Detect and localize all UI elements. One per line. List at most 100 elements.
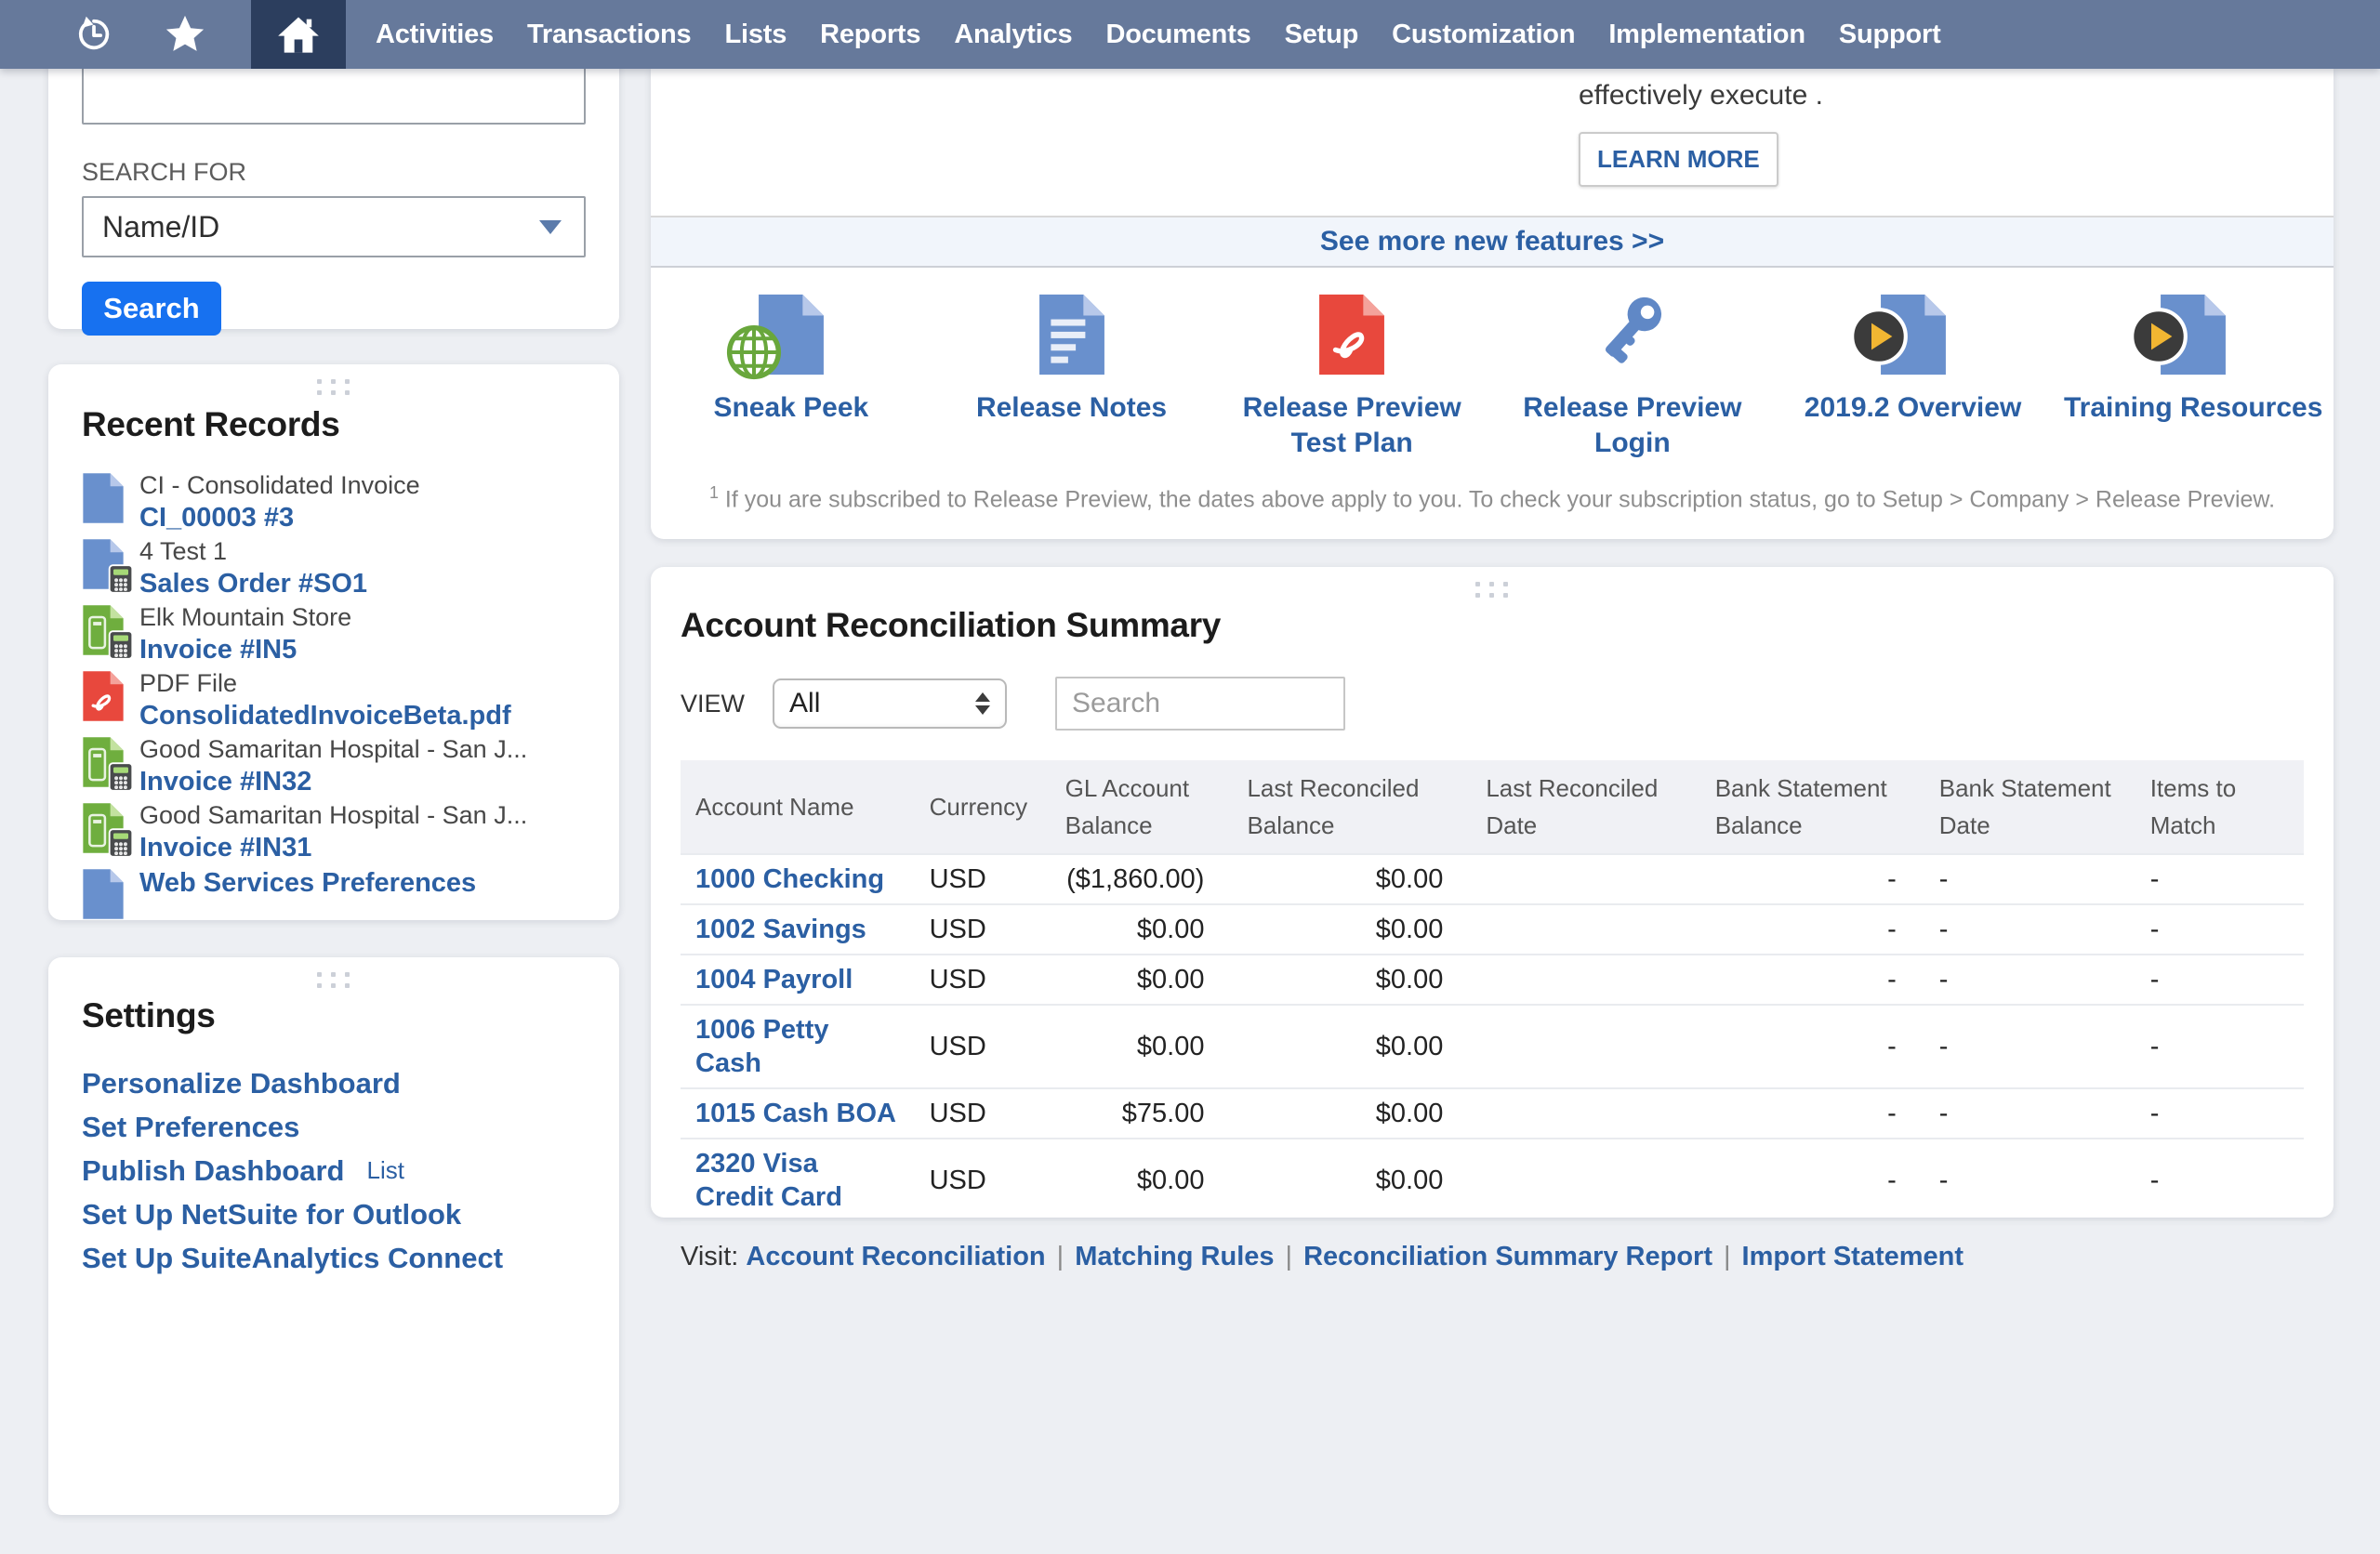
record-link[interactable]: Invoice #IN32 — [139, 765, 311, 798]
column-header: Last Reconciled Balance — [1232, 760, 1471, 854]
feature-label: Training Resources — [2053, 390, 2334, 426]
table-row: 2320 Visa Credit CardUSD$0.00$0.00--- — [681, 1139, 2304, 1222]
search-type-value: Name/ID — [102, 210, 219, 244]
settings-link[interactable]: Publish Dashboard — [82, 1154, 344, 1188]
see-more-band: See more new features >> — [651, 216, 2334, 268]
column-header: Currency — [915, 760, 1051, 854]
nav-menu-item[interactable]: Support — [1822, 0, 1958, 69]
view-label: VIEW — [681, 690, 745, 718]
record-link[interactable]: Invoice #IN31 — [139, 831, 311, 864]
visit-link[interactable]: Import Statement — [1742, 1242, 1964, 1271]
file-blue-icon — [82, 472, 139, 524]
account-link[interactable]: 1006 Petty Cash — [695, 1015, 829, 1078]
nav-menu-item[interactable]: Transactions — [510, 0, 708, 69]
file-green-calculator-icon — [82, 802, 139, 854]
recent-records-title: Recent Records — [82, 405, 586, 444]
feature-shortcut[interactable]: 2019.2 Overview — [1773, 284, 2054, 461]
settings-title: Settings — [82, 996, 586, 1035]
record-link[interactable]: Sales Order #SO1 — [139, 567, 367, 600]
key-icon — [1492, 284, 1773, 377]
visit-link[interactable]: Matching Rules — [1075, 1242, 1274, 1271]
file-green-calculator-icon — [82, 736, 139, 788]
recent-record-item: Web Services Preferences — [82, 866, 586, 920]
settings-item: Set Up NetSuite for Outlook — [82, 1192, 586, 1236]
search-portlet: SEARCH FOR Name/ID Search — [48, 52, 619, 329]
account-link[interactable]: 2320 Visa Credit Card — [695, 1149, 842, 1212]
settings-link[interactable]: Personalize Dashboard — [82, 1067, 401, 1100]
nav-menu-item[interactable]: Reports — [803, 0, 937, 69]
top-nav: ActivitiesTransactionsListsReportsAnalyt… — [0, 0, 2380, 69]
drag-handle[interactable] — [317, 379, 350, 395]
recent-record-item: PDF File ConsolidatedInvoiceBeta.pdf — [82, 668, 586, 732]
recent-record-item: 4 Test 1 Sales Order #SO1 — [82, 536, 586, 600]
record-link[interactable]: CI_00003 #3 — [139, 501, 294, 534]
nav-menu-item[interactable]: Lists — [707, 0, 803, 69]
recent-record-item: Elk Mountain Store Invoice #IN5 — [82, 602, 586, 666]
home-icon — [276, 14, 321, 55]
account-link[interactable]: 1000 Checking — [695, 864, 884, 894]
chevron-down-icon — [539, 220, 562, 234]
file-green-calculator-icon — [82, 604, 139, 656]
table-search-input[interactable] — [1055, 677, 1345, 731]
view-select-value: All — [789, 688, 820, 719]
search-button[interactable]: Search — [82, 282, 221, 336]
settings-link[interactable]: Set Up NetSuite for Outlook — [82, 1198, 461, 1231]
feature-shortcut[interactable]: Release Preview Login — [1492, 284, 1773, 461]
file-blue-icon — [82, 868, 139, 920]
record-type-label: CI - Consolidated Invoice — [139, 470, 586, 501]
settings-item: Publish Dashboard List — [82, 1149, 586, 1192]
record-type-label: Elk Mountain Store — [139, 602, 586, 633]
column-header: Bank Statement Date — [1924, 760, 2135, 854]
nav-menu-item[interactable]: Documents — [1089, 0, 1267, 69]
feature-label: Release Preview Login — [1492, 390, 1773, 461]
file-pdf-icon — [82, 670, 139, 722]
account-link[interactable]: 1015 Cash BOA — [695, 1099, 896, 1128]
favorites-star-icon[interactable] — [158, 0, 212, 69]
record-link[interactable]: ConsolidatedInvoiceBeta.pdf — [139, 699, 511, 732]
feature-shortcut[interactable]: Release Preview Test Plan — [1211, 284, 1492, 461]
table-row: 1015 Cash BOAUSD$75.00$0.00--- — [681, 1088, 2304, 1139]
nav-menu-item[interactable]: Customization — [1375, 0, 1592, 69]
history-icon[interactable] — [67, 0, 121, 69]
column-header: Items to Match — [2135, 760, 2304, 854]
release-preview-footnote: 1 If you are subscribed to Release Previ… — [651, 483, 2334, 513]
feature-shortcut[interactable]: Sneak Peek — [651, 284, 932, 461]
account-reconciliation-portlet: Account Reconciliation Summary VIEW All … — [651, 567, 2334, 1218]
visit-link[interactable]: Account Reconciliation — [746, 1242, 1045, 1271]
view-select[interactable]: All — [773, 678, 1007, 729]
settings-link[interactable]: Set Preferences — [82, 1111, 299, 1144]
settings-suffix-link[interactable]: List — [366, 1156, 403, 1185]
feature-shortcut[interactable]: Training Resources — [2053, 284, 2334, 461]
visit-link[interactable]: Reconciliation Summary Report — [1303, 1242, 1712, 1271]
record-link[interactable]: Invoice #IN5 — [139, 633, 297, 666]
table-row: 1004 PayrollUSD$0.00$0.00--- — [681, 955, 2304, 1005]
record-type-label: Good Samaritan Hospital - San J... — [139, 734, 586, 765]
home-tab[interactable] — [251, 0, 346, 69]
recent-record-item: Good Samaritan Hospital - San J... Invoi… — [82, 800, 586, 864]
drag-handle[interactable] — [1475, 582, 1509, 598]
promo-text: effectively execute . — [1579, 80, 1823, 112]
column-header: GL Account Balance — [1051, 760, 1233, 854]
search-type-select[interactable]: Name/ID — [82, 196, 586, 257]
column-header: Account Name — [681, 760, 915, 854]
reconciliation-table: Account NameCurrencyGL Account BalanceLa… — [681, 760, 2304, 1223]
globe-document-icon — [651, 284, 932, 377]
nav-menu-item[interactable]: Activities — [359, 0, 510, 69]
pdf-document-icon — [1211, 284, 1492, 377]
see-more-link[interactable]: See more new features >> — [1320, 226, 1664, 257]
record-link[interactable]: Web Services Preferences — [139, 866, 476, 900]
settings-link[interactable]: Set Up SuiteAnalytics Connect — [82, 1242, 503, 1275]
recent-record-item: Good Samaritan Hospital - San J... Invoi… — [82, 734, 586, 798]
reconciliation-title: Account Reconciliation Summary — [681, 567, 2304, 645]
account-link[interactable]: 1002 Savings — [695, 915, 866, 944]
learn-more-button[interactable]: LEARN MORE — [1579, 132, 1778, 187]
nav-menu-item[interactable]: Setup — [1268, 0, 1376, 69]
nav-menu-item[interactable]: Implementation — [1592, 0, 1822, 69]
account-link[interactable]: 1004 Payroll — [695, 965, 853, 994]
feature-label: 2019.2 Overview — [1773, 390, 2054, 426]
feature-shortcut[interactable]: Release Notes — [932, 284, 1212, 461]
nav-menu-item[interactable]: Analytics — [937, 0, 1089, 69]
video-document-icon — [1773, 284, 2054, 377]
visit-label: Visit: — [681, 1242, 746, 1271]
drag-handle[interactable] — [317, 972, 350, 988]
